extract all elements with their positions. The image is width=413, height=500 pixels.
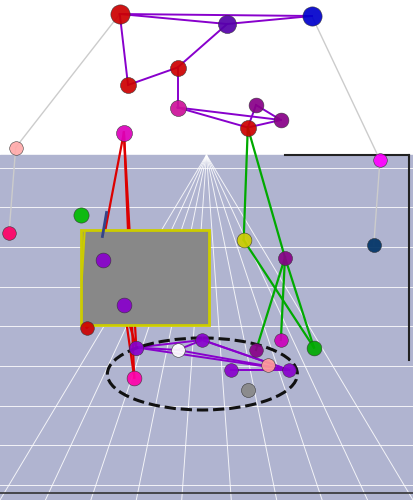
Point (131, 374, 138, 382)
Point (83, 324, 90, 332)
Point (253, 101, 259, 109)
Point (133, 344, 140, 351)
Point (224, 20, 230, 28)
Point (377, 156, 383, 164)
Point (265, 361, 272, 369)
Point (199, 336, 206, 344)
Point (77, 211, 84, 219)
Point (121, 301, 127, 309)
Point (121, 128, 127, 136)
Point (125, 81, 131, 89)
Point (228, 366, 235, 374)
Point (282, 254, 288, 262)
Point (278, 116, 284, 124)
Point (100, 256, 107, 264)
Point (253, 346, 259, 354)
Point (174, 346, 181, 354)
Point (174, 64, 181, 72)
Point (174, 104, 181, 112)
Point (12, 144, 19, 152)
Point (370, 241, 377, 249)
Bar (81, 230, 209, 325)
Point (244, 124, 251, 132)
Point (116, 10, 123, 18)
Point (244, 386, 251, 394)
Point (278, 336, 284, 344)
Point (311, 344, 317, 351)
Point (309, 12, 315, 20)
Point (6, 228, 12, 236)
Point (286, 366, 292, 374)
Point (240, 236, 247, 244)
